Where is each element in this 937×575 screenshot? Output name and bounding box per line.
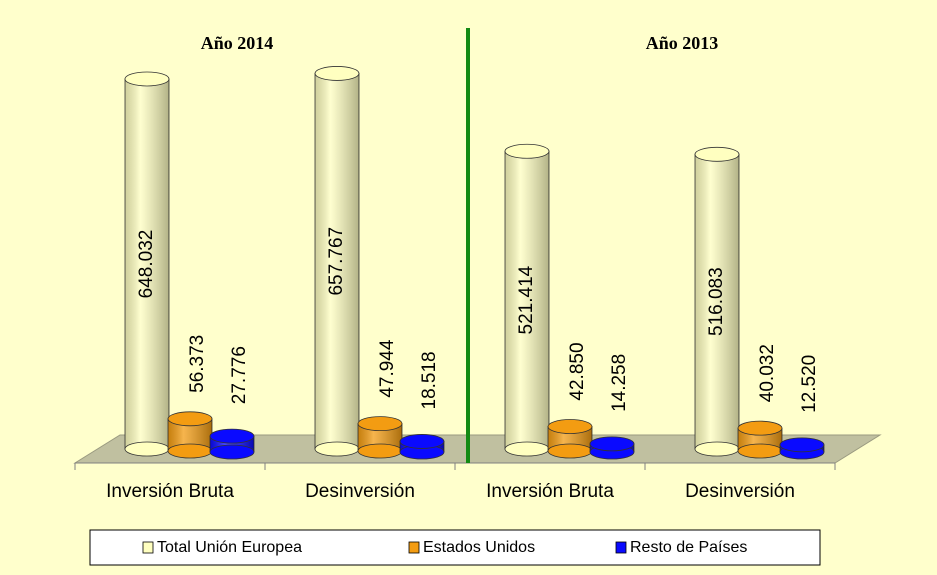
bar — [314, 66, 360, 457]
x-tick-label: Inversión Bruta — [106, 481, 234, 502]
bar-top — [504, 143, 550, 159]
bar — [779, 437, 825, 460]
bar-cover — [695, 448, 739, 450]
bar — [694, 146, 740, 457]
value-label: 521.414 — [516, 265, 537, 334]
value-label: 42.850 — [567, 342, 588, 400]
bar-cover — [210, 451, 254, 453]
bar-shade — [695, 154, 739, 450]
bar — [124, 71, 170, 457]
x-tick-label: Inversión Bruta — [486, 481, 614, 502]
bar-shade — [315, 73, 359, 450]
bar-top — [779, 437, 825, 453]
bar-cover — [315, 448, 359, 450]
value-label: 516.083 — [706, 267, 727, 336]
value-label: 657.767 — [326, 227, 347, 296]
bar-cover — [358, 450, 402, 452]
value-label: 12.520 — [799, 355, 820, 413]
bar-cover — [590, 451, 634, 453]
bar-cover — [168, 450, 212, 452]
value-label: 18.518 — [419, 351, 440, 409]
legend-label: Estados Unidos — [423, 539, 535, 556]
bar — [737, 420, 783, 459]
bar — [504, 143, 550, 457]
bar-top — [314, 66, 360, 81]
bar-cover — [738, 450, 782, 452]
bar — [399, 434, 445, 460]
bar-top — [737, 420, 783, 436]
bar — [589, 436, 635, 460]
group-title: Año 2013 — [646, 33, 719, 53]
group-title: Año 2014 — [201, 33, 274, 53]
bar-top — [694, 146, 740, 162]
bar-shade — [505, 151, 549, 449]
legend-label: Resto de Países — [630, 539, 747, 556]
bar — [357, 416, 403, 459]
legend-swatch — [142, 541, 154, 554]
x-tick-label: Desinversión — [685, 481, 795, 502]
legend-swatch — [408, 541, 420, 554]
x-tick-label: Desinversión — [305, 481, 415, 502]
legend — [89, 529, 821, 566]
bar-cover — [400, 451, 444, 453]
bar-top — [357, 416, 403, 432]
bar — [547, 419, 593, 459]
bar — [167, 411, 213, 459]
value-label: 27.776 — [229, 346, 250, 404]
bar-cover — [505, 448, 549, 450]
bar-top — [399, 434, 445, 449]
value-label: 47.944 — [377, 339, 398, 398]
bar-top — [124, 71, 170, 87]
bar — [209, 428, 255, 460]
bar-top — [209, 428, 255, 444]
legend-swatch — [615, 541, 627, 554]
legend-label: Total Unión Europea — [157, 539, 302, 556]
bar-top — [167, 411, 213, 427]
value-label: 648.032 — [136, 230, 157, 299]
value-label: 56.373 — [187, 335, 208, 393]
bar-cover — [548, 450, 592, 452]
bar-top — [589, 436, 635, 452]
value-label: 14.258 — [609, 354, 630, 412]
bar-top — [547, 419, 593, 434]
value-label: 40.032 — [757, 344, 778, 402]
bar-cover — [125, 448, 169, 450]
bar-shade — [125, 78, 169, 449]
